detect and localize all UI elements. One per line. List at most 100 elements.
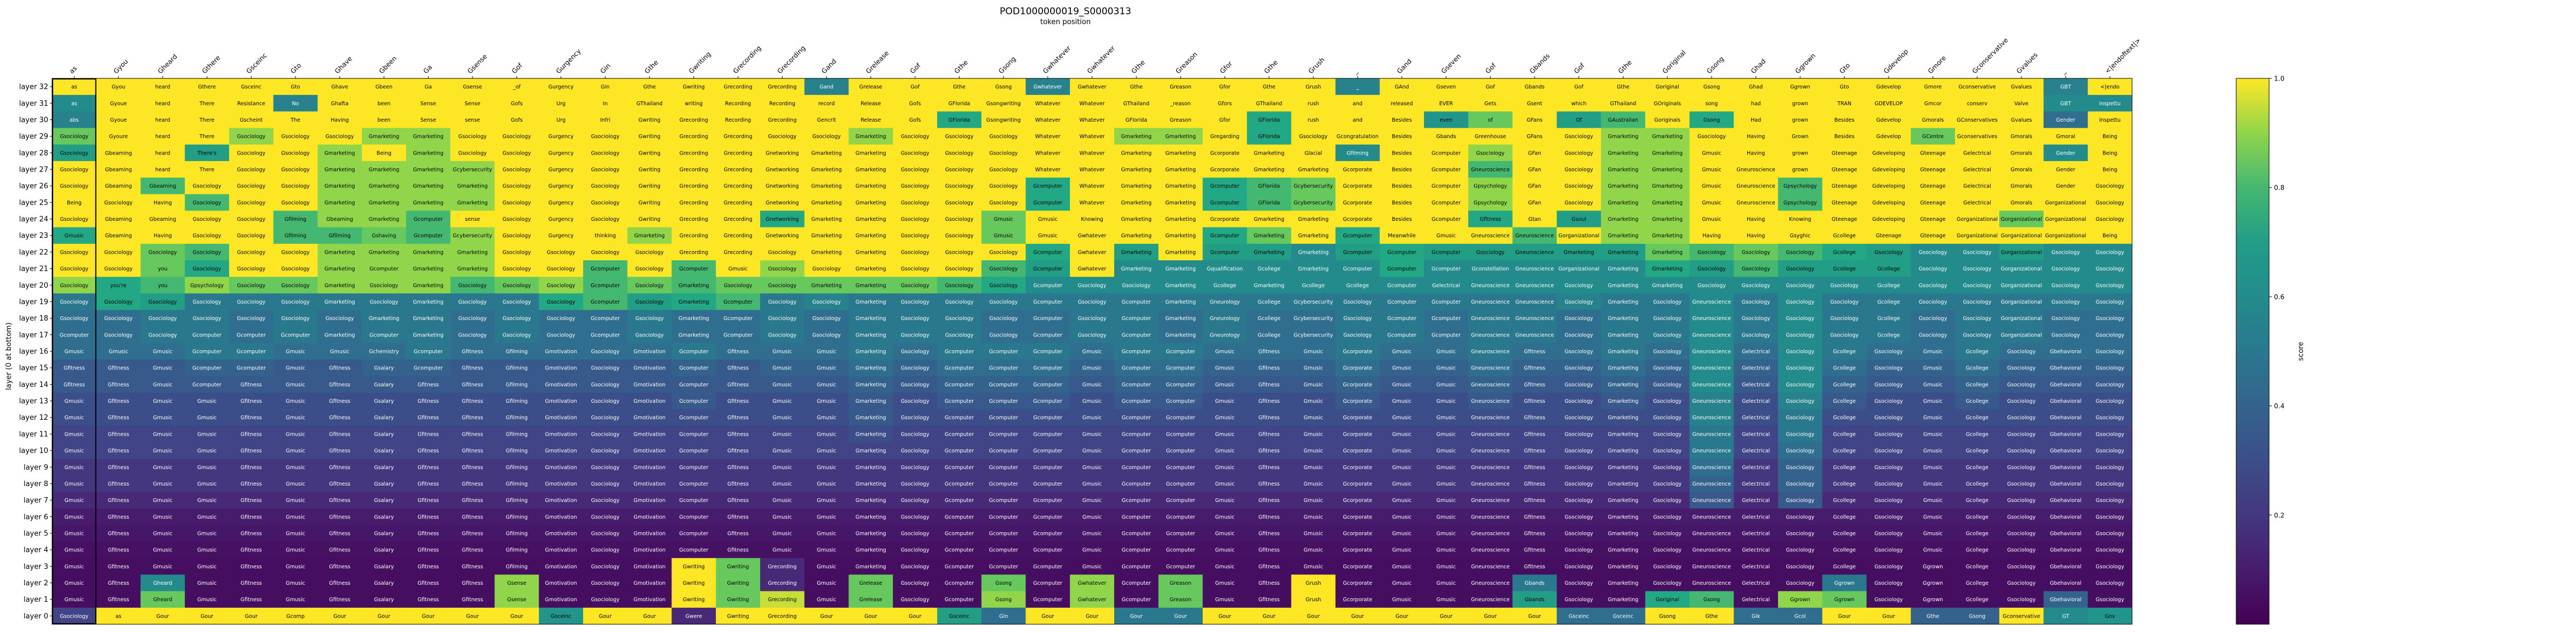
cell-label: Gmarketing — [1121, 150, 1152, 156]
cell-label: Gsociology — [1653, 415, 1682, 421]
cell-label: Gyoue — [110, 117, 127, 123]
heatmap-cell — [1866, 194, 1911, 211]
cell-label: Gsociology — [60, 167, 88, 173]
cell-label: Gsociology — [1565, 498, 1593, 504]
cell-label: Besides — [1392, 150, 1412, 156]
heatmap-cell — [317, 95, 362, 112]
cell-label: of — [1488, 117, 1494, 123]
heatmap-cell — [1512, 144, 1557, 162]
cell-label: Gcybersecurity — [453, 233, 492, 239]
cell-label: Gsociology — [281, 134, 310, 140]
cell-label: Gcomputer — [945, 448, 974, 454]
cell-label: Gcollege — [1833, 531, 1856, 537]
cell-label: Gfitness — [108, 597, 129, 603]
cell-label: Gorganizational — [1558, 233, 1599, 239]
cell-label: Gheard — [153, 597, 172, 603]
heatmap-cell — [1734, 194, 1779, 211]
heatmap-cell — [1380, 111, 1424, 129]
cell-label: Gsociology — [547, 249, 575, 255]
cell-label: Gfitness — [1258, 382, 1280, 388]
cell-label: Gmarketing — [856, 382, 886, 388]
cell-label: Gmarketing — [1652, 233, 1683, 239]
cell-label: Gsociology — [193, 249, 221, 255]
cell-label: Gconservative — [2003, 613, 2041, 619]
heatmap-cell — [1689, 78, 1734, 95]
cell-label: Gneuroscience — [1471, 481, 1510, 487]
cell-label: Gneuroscience — [1471, 514, 1510, 520]
cell-label: Gmusic — [153, 531, 172, 537]
cell-label: Having — [1747, 150, 1765, 156]
heatmap-cell — [1512, 178, 1557, 195]
cell-label: Gfitness — [1258, 580, 1280, 586]
x-tick-labels: as Gyou Gheard Gthere Gsceinc Gto Ghave Gbeen Ga… — [68, 36, 2142, 78]
cell-label: Gcorporate — [1343, 366, 1372, 372]
cell-label: Gcomputer — [1387, 316, 1416, 322]
cell-label: Gmusic — [197, 431, 216, 437]
cell-label: Inspettu — [2099, 101, 2121, 107]
cell-label: Being — [2102, 150, 2117, 156]
cell-label: Gsociology — [1874, 481, 1903, 487]
cell-label: Gmarketing — [1165, 184, 1196, 190]
cell-label: Gcomputer — [1387, 249, 1416, 255]
cell-label: Gmusic — [1303, 366, 1323, 372]
cell-label: Gfitness — [418, 481, 439, 487]
cell-label: Gfitness — [727, 398, 749, 404]
heatmap-cell — [1202, 78, 1247, 95]
cell-label: Gsociology — [901, 531, 930, 537]
cell-label: Gsociology — [2051, 249, 2080, 255]
cell-label: and — [1353, 101, 1363, 107]
cell-label: Gwriting — [683, 564, 705, 570]
cell-label: Gmusic — [773, 548, 792, 554]
heatmap-cell — [1424, 144, 1469, 162]
cell-label: Gelectrical — [1742, 431, 1770, 437]
heatmap-cell — [52, 194, 97, 211]
heatmap-cell — [406, 144, 451, 162]
cell-label: Gcomputer — [192, 366, 221, 372]
cell-label: Gmarketing — [413, 184, 443, 190]
cell-label: GAnd — [1395, 84, 1409, 90]
cell-label: Gneuroscience — [1471, 415, 1510, 421]
cell-label: Gsociology — [1874, 514, 1903, 520]
cell-label: Gmarketing — [856, 266, 886, 272]
heatmap-cell — [1689, 111, 1734, 129]
heatmap-cell — [1778, 128, 1823, 145]
cell-label: Gour — [333, 613, 346, 619]
cell-label: Gcomputer — [1122, 415, 1151, 421]
cell-label: Gmarketing — [1165, 283, 1196, 289]
cell-label: Gcomputer — [989, 366, 1018, 372]
heatmap-cell — [1778, 144, 1823, 162]
cell-label: Gmusic — [1392, 415, 1411, 421]
cell-label: Gsociology — [1565, 465, 1593, 471]
cell-label: Grecording — [723, 84, 752, 90]
cell-label: Gmotivation — [634, 548, 665, 554]
cell-label: Gcomputer — [1432, 249, 1461, 255]
cell-label: Gneuroscience — [1471, 548, 1510, 554]
cell-label: Gmarketing — [1652, 249, 1683, 255]
heatmap-cell — [627, 194, 672, 211]
cell-label: Gmarketing — [324, 200, 355, 206]
cell-label: Gcorporate — [1343, 167, 1372, 173]
heatmap-cell — [1645, 95, 1690, 112]
cell-label: Gorganizational — [2001, 283, 2042, 289]
cell-label: Gwhatever — [1034, 84, 1062, 90]
cell-label: Of — [1576, 117, 1582, 123]
cell-label: Gfitness — [1524, 514, 1546, 520]
heatmap-cell — [1291, 78, 1336, 95]
heatmap-cell — [1291, 95, 1336, 112]
cell-label: Gmarketing — [856, 283, 886, 289]
cell-label: Gcorporate — [1343, 580, 1372, 586]
chart-subtitle: token position — [1040, 18, 1091, 26]
cell-label: Gsociology — [2096, 283, 2124, 289]
cell-label: Gofs — [909, 117, 921, 123]
heatmap-cell — [760, 78, 805, 95]
cell-label: Gmarketing — [1608, 548, 1639, 554]
y-tick-label: layer 24 — [19, 215, 48, 224]
cell-label: Gsalary — [374, 481, 394, 487]
heatmap-cell — [1468, 210, 1513, 228]
heatmap-cell — [450, 227, 495, 244]
cell-label: Gfilming — [506, 349, 528, 355]
heatmap-cell — [1424, 194, 1469, 211]
cell-label: Gsociology — [1565, 564, 1593, 570]
cell-label: Gbehavioral — [2050, 431, 2082, 437]
cell-label: Gsociology — [193, 216, 221, 223]
